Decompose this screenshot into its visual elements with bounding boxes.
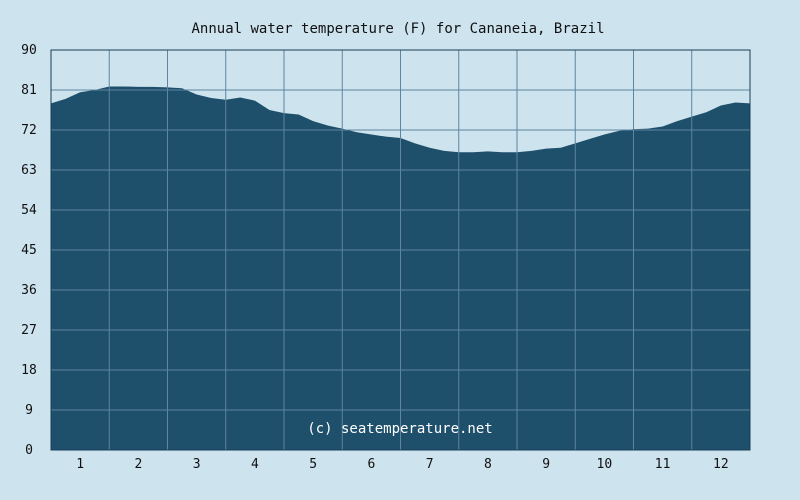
y-tick-label: 18 [21, 363, 37, 378]
y-tick-label: 54 [21, 203, 37, 218]
y-tick-label: 63 [21, 163, 37, 178]
x-tick-label: 8 [484, 457, 492, 472]
y-tick-label: 0 [25, 443, 33, 458]
grid-lines [51, 50, 750, 450]
x-tick-label: 10 [597, 457, 613, 472]
x-tick-label: 2 [134, 457, 142, 472]
y-axis: 0 9 18 27 36 45 54 63 72 81 90 [21, 43, 37, 458]
x-tick-label: 1 [76, 457, 84, 472]
x-tick-label: 9 [542, 457, 550, 472]
y-tick-label: 45 [21, 243, 37, 258]
y-tick-label: 27 [21, 323, 37, 338]
x-tick-label: 11 [655, 457, 671, 472]
x-tick-label: 3 [193, 457, 201, 472]
x-axis: 1 2 3 4 5 6 7 8 9 10 11 12 [76, 457, 728, 472]
plot-border [50, 49, 751, 451]
x-tick-label: 12 [713, 457, 729, 472]
watermark-text: (c) seatemperature.net [307, 421, 492, 437]
x-tick-label: 7 [426, 457, 434, 472]
x-tick-label: 6 [367, 457, 375, 472]
y-tick-label: 90 [21, 43, 37, 58]
chart-title: Annual water temperature (F) for Cananei… [191, 21, 604, 37]
x-tick-label: 5 [309, 457, 317, 472]
y-tick-label: 72 [21, 123, 37, 138]
y-tick-label: 9 [25, 403, 33, 418]
y-tick-label: 81 [21, 83, 37, 98]
x-tick-label: 4 [251, 457, 259, 472]
y-tick-label: 36 [21, 283, 37, 298]
